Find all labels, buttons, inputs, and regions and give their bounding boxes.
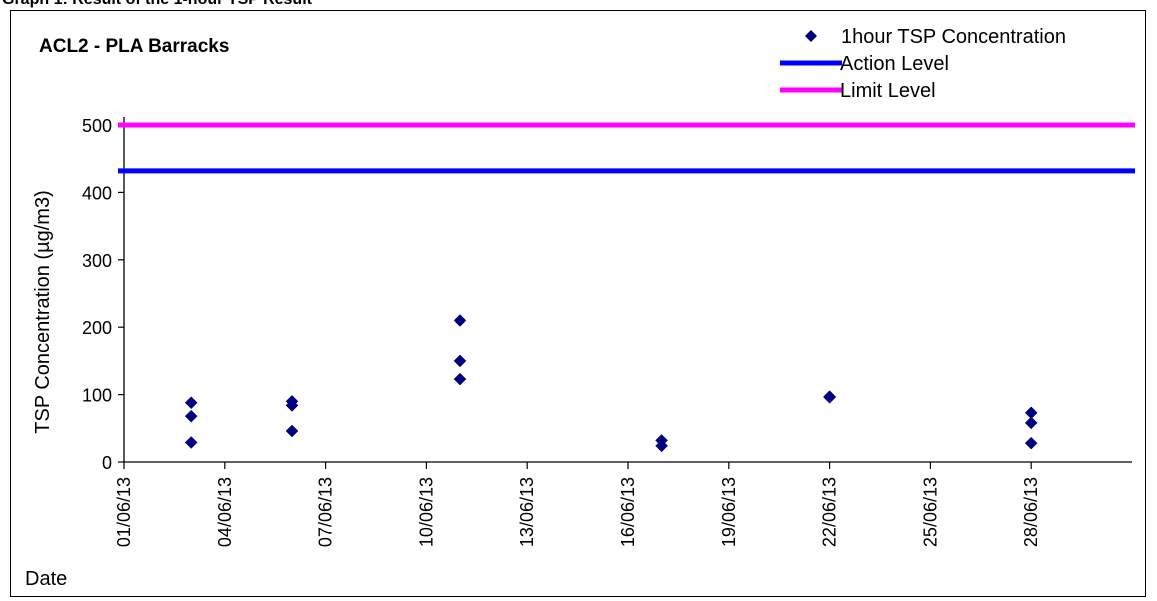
data-point-10 — [655, 439, 668, 453]
y-tick-label-0: 0 — [102, 453, 112, 473]
x-tick-label-04/06/13: 04/06/13 — [215, 477, 235, 547]
x-tick-label-28/06/13: 28/06/13 — [1021, 477, 1041, 547]
legend: 1hour TSP Concentration Action Level Limit… — [780, 26, 1066, 102]
data-point-8 — [453, 372, 467, 386]
x-tick-label-19/06/13: 19/06/13 — [719, 477, 739, 547]
y-tick-label-400: 400 — [82, 183, 112, 203]
legend-label-0: 1hour TSP Concentration — [841, 26, 1066, 48]
x-tick-label-25/06/13: 25/06/13 — [920, 477, 940, 547]
data-point-6 — [453, 314, 467, 327]
data-point-12 — [823, 390, 836, 404]
page-heading: Graph 1: Result of the 1-hour TSP Result — [2, 0, 312, 9]
chart-axes: 0 100 200 300 400 500 01/06/13 04/06/13 07/06/13… — [82, 116, 1132, 547]
y-axis-title: TSP Concentration (µg/m3) — [32, 190, 54, 433]
x-tick-label-22/06/13: 22/06/13 — [820, 477, 840, 547]
data-point-4 — [285, 399, 299, 412]
data-point-1 — [184, 409, 198, 423]
x-tick-label-10/06/13: 10/06/13 — [416, 477, 436, 547]
data-point-15 — [1024, 436, 1038, 450]
x-tick-label-16/06/13: 16/06/13 — [618, 477, 638, 547]
legend-label-2: Limit Level — [840, 80, 936, 102]
scatter-chart: ACL2 - PLA Barracks TSP Concentration (µ… — [25, 26, 1135, 590]
y-tick-label-300: 300 — [82, 251, 112, 271]
y-tick-label-200: 200 — [82, 318, 112, 338]
data-points — [184, 314, 1038, 453]
chart-title: ACL2 - PLA Barracks — [39, 36, 229, 57]
y-tick-label-100: 100 — [82, 386, 112, 406]
x-tick-label-07/06/13: 07/06/13 — [316, 477, 336, 547]
chart-frame: ACL2 - PLA Barracks TSP Concentration (µ… — [10, 10, 1146, 597]
data-point-7 — [453, 354, 467, 368]
reference-lines — [118, 122, 1135, 174]
data-point-2 — [184, 436, 198, 449]
data-point-5 — [285, 424, 299, 438]
x-axis-title: Date — [25, 568, 67, 590]
y-tick-label-500: 500 — [82, 116, 112, 136]
x-tick-label-01/06/13: 01/06/13 — [114, 477, 134, 547]
legend-label-1: Action Level — [840, 53, 949, 75]
x-tick-label-13/06/13: 13/06/13 — [517, 477, 537, 547]
legend-marker-0 — [805, 30, 817, 42]
data-point-0 — [184, 396, 198, 410]
data-point-14 — [1024, 416, 1038, 430]
